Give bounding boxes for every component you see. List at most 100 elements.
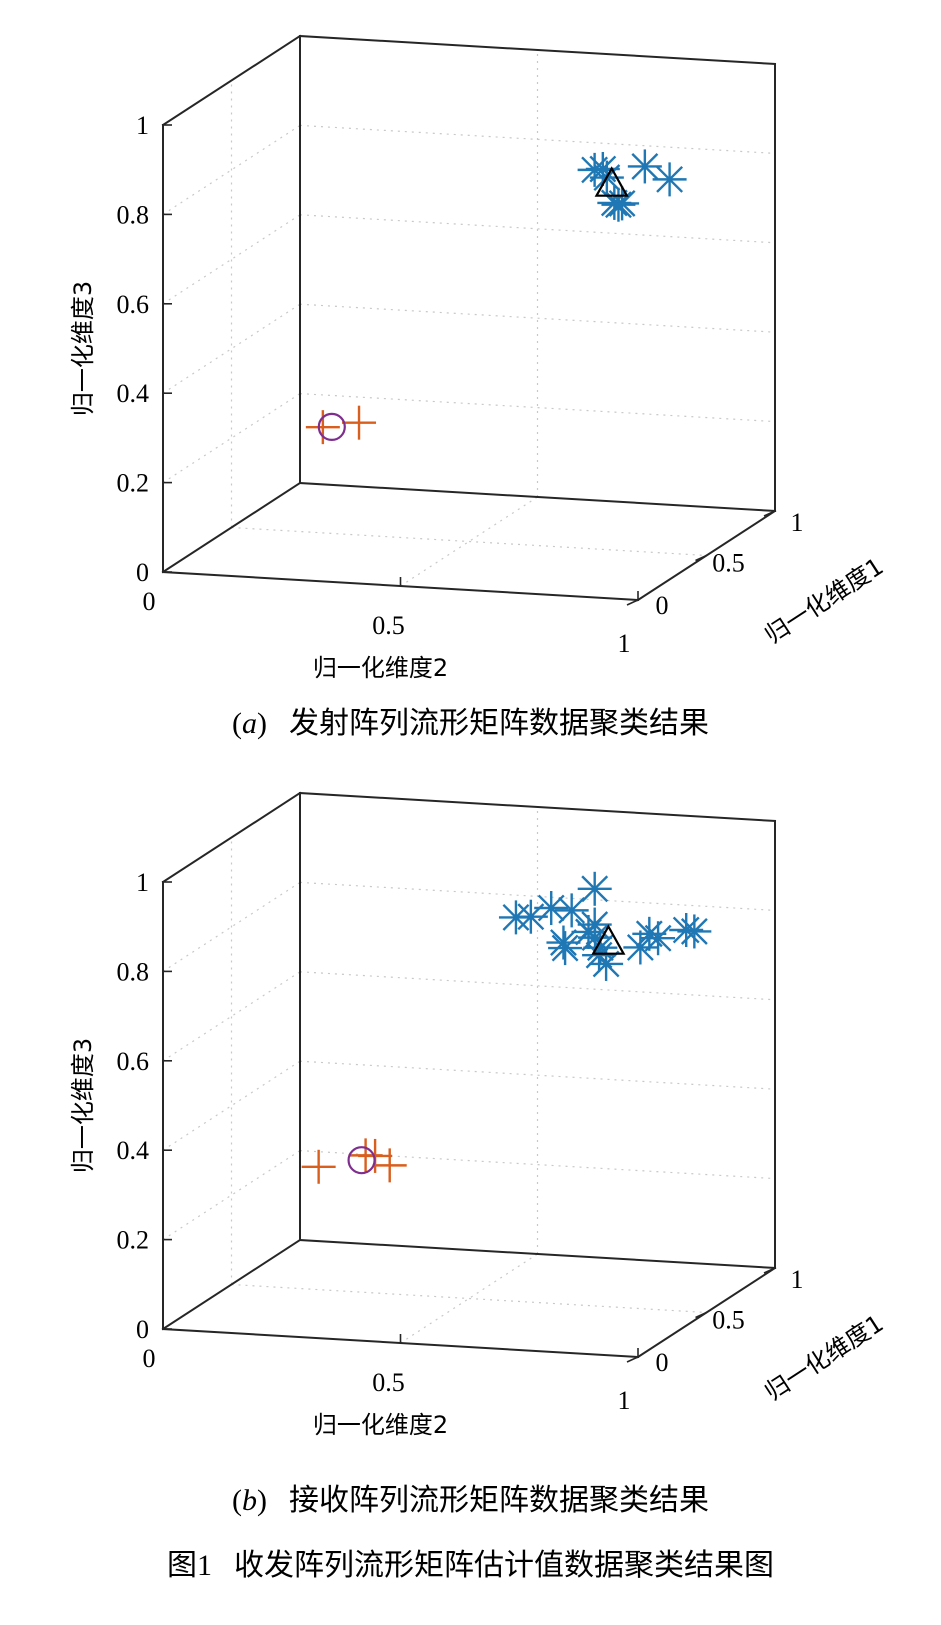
- star-marker: [669, 913, 704, 947]
- z-axis-label: 归一化维度3: [69, 1038, 97, 1173]
- star-stroke: [680, 918, 708, 945]
- grid-line: [162, 971, 301, 1062]
- x-tick: [626, 599, 639, 606]
- figure-caption: 图1 收发阵列流形矩阵估计值数据聚类结果图: [0, 1540, 941, 1584]
- series-star-a: [577, 149, 687, 222]
- z-tick-label: 0.8: [117, 200, 150, 229]
- star-stroke: [550, 929, 577, 956]
- z-tick-label: 0.6: [117, 1047, 150, 1076]
- star-stroke: [581, 875, 609, 903]
- star-stroke: [592, 950, 620, 978]
- star-stroke: [631, 153, 659, 180]
- series-triangle-b: [591, 924, 626, 955]
- z-tick-label: 0.2: [117, 1226, 150, 1255]
- grid-line: [231, 526, 707, 557]
- box-edge: [161, 791, 302, 884]
- y-tick-labels-a: 00.51: [143, 587, 631, 658]
- figure-caption-label: 图1: [167, 1549, 212, 1582]
- circle-marker: [347, 1146, 376, 1175]
- z-tick-label: 0: [136, 558, 149, 587]
- plus-marker: [372, 1148, 407, 1183]
- grid-lines-b: [162, 792, 776, 1344]
- z-tick-labels-a: 0 0.2 0.4 0.6 0.8 1: [117, 111, 150, 587]
- z-tick-label: 0.6: [117, 290, 150, 319]
- x-axis-label: 归一化维度1: [760, 1309, 889, 1406]
- series-circle-b: [347, 1146, 376, 1175]
- y-tick-label: 0: [143, 587, 156, 616]
- y-tick-label: 0.5: [372, 611, 405, 640]
- series-circle-a: [317, 412, 346, 441]
- y-tick-label: 1: [618, 629, 631, 658]
- panel-label-a: a: [242, 707, 257, 740]
- box-edge: [298, 1238, 777, 1270]
- grid-line: [299, 214, 776, 244]
- y-tick-label: 1: [618, 1386, 631, 1415]
- box-edge: [161, 34, 302, 127]
- star-marker: [677, 914, 712, 949]
- star-stroke: [626, 934, 654, 961]
- axis-box-a: [161, 34, 777, 606]
- z-tick-label: 1: [136, 111, 149, 140]
- z-tick-label: 1: [136, 868, 149, 897]
- triangle-marker: [594, 166, 629, 197]
- x-tick-labels-b: 00.51: [656, 1265, 804, 1377]
- z-tick-label: 0.4: [117, 379, 150, 408]
- grid-lines-a: [162, 35, 776, 587]
- grid-line: [400, 496, 538, 587]
- y-axis-label: 归一化维度2: [313, 654, 448, 682]
- x-tick: [626, 1356, 639, 1363]
- plus-marker: [301, 1149, 336, 1184]
- x-tick-label: 0: [656, 591, 669, 620]
- x-tick: [763, 1267, 776, 1274]
- star-marker: [548, 931, 583, 966]
- x-tick-label: 0.5: [712, 549, 745, 578]
- panel-caption-text-b: 接收阵列流形矩阵数据聚类结果: [289, 1484, 709, 1517]
- panel-caption-text-a: 发射阵列流形矩阵数据聚类结果: [289, 707, 709, 740]
- star-stroke: [551, 934, 579, 962]
- panel-caption-b: (b) 接收阵列流形矩阵数据聚类结果: [232, 1484, 709, 1517]
- x-tick: [695, 554, 707, 562]
- star-marker: [641, 921, 676, 956]
- scatter3d-panel-b: 00.20.40.60.8100.5100.51归一化维度3归一化维度2归一化维…: [69, 791, 889, 1439]
- grid-line: [400, 1253, 538, 1344]
- x-tick-label: 0: [656, 1348, 669, 1377]
- star-stroke: [656, 165, 684, 193]
- z-tick-label: 0.4: [117, 1136, 150, 1165]
- y-tick-labels-b: 00.51: [143, 1344, 631, 1415]
- x-tick: [695, 1311, 707, 1319]
- series-plus-a: [305, 405, 377, 445]
- y-tick-label: 0: [143, 1344, 156, 1373]
- star-marker: [623, 930, 658, 965]
- y-tick-label: 0.5: [372, 1368, 405, 1397]
- x-tick-labels-a: 00.51: [656, 508, 804, 620]
- x-tick-label: 1: [791, 508, 804, 537]
- z-axis-label: 归一化维度3: [69, 281, 97, 416]
- x-axis-label: 归一化维度1: [760, 552, 889, 649]
- axis-box-b: [161, 791, 777, 1363]
- panel-caption-a: (a) 发射阵列流形矩阵数据聚类结果: [232, 707, 709, 740]
- star-stroke: [608, 189, 636, 217]
- star-stroke: [502, 903, 530, 931]
- x-tick: [763, 510, 776, 517]
- star-marker: [605, 186, 640, 221]
- circle-marker: [317, 412, 346, 441]
- plus-marker: [305, 410, 340, 445]
- figure-caption-text: 收发阵列流形矩阵估计值数据聚类结果图: [234, 1549, 774, 1582]
- star-marker: [652, 162, 687, 197]
- star-marker: [627, 149, 662, 184]
- series-plus-b: [301, 1138, 407, 1184]
- z-tick-labels-b: 0 0.2 0.4 0.6 0.8 1: [117, 868, 150, 1344]
- star-marker: [577, 871, 612, 906]
- star-marker: [546, 925, 581, 960]
- scatter3d-panel-a: 00.20.40.60.8100.5100.51归一化维度3归一化维度2归一化维…: [69, 34, 889, 682]
- star-marker: [498, 900, 533, 935]
- z-tick-label: 0.8: [117, 957, 150, 986]
- star-stroke: [581, 156, 609, 184]
- box-edge: [298, 481, 777, 513]
- series-star-b: [498, 871, 712, 981]
- star-stroke: [581, 924, 609, 952]
- z-tick-label: 0.2: [117, 469, 150, 498]
- box-edge: [298, 791, 777, 823]
- x-tick-label: 0.5: [712, 1306, 745, 1335]
